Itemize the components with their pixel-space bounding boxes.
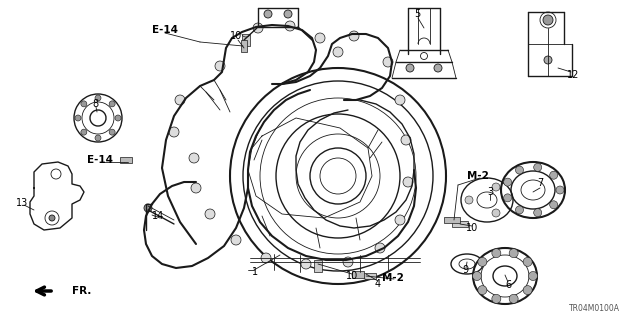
Circle shape (434, 64, 442, 72)
Text: 13: 13 (16, 198, 28, 208)
Circle shape (205, 209, 215, 219)
Circle shape (49, 215, 55, 221)
Circle shape (231, 235, 241, 245)
Text: 5: 5 (414, 9, 420, 19)
Text: 6: 6 (505, 280, 511, 290)
Circle shape (191, 183, 201, 193)
Circle shape (349, 31, 359, 41)
Text: 10: 10 (466, 223, 478, 233)
Circle shape (406, 64, 414, 72)
Polygon shape (120, 157, 132, 163)
Circle shape (515, 166, 524, 174)
Circle shape (478, 257, 487, 266)
Text: 1: 1 (252, 267, 258, 277)
Polygon shape (352, 271, 364, 278)
Circle shape (401, 135, 411, 145)
Circle shape (523, 257, 532, 266)
Circle shape (375, 243, 385, 253)
Polygon shape (360, 273, 376, 279)
Circle shape (333, 47, 343, 57)
Text: 7: 7 (537, 178, 543, 188)
Text: M-2: M-2 (467, 171, 489, 181)
Circle shape (492, 294, 501, 303)
Circle shape (253, 23, 263, 33)
Text: E-14: E-14 (152, 25, 178, 35)
Circle shape (315, 33, 325, 43)
Circle shape (81, 129, 87, 135)
Circle shape (144, 204, 152, 212)
Circle shape (523, 286, 532, 295)
Circle shape (81, 101, 87, 107)
Circle shape (550, 171, 557, 179)
Text: M-2: M-2 (382, 273, 404, 283)
Polygon shape (444, 217, 460, 223)
Circle shape (169, 127, 179, 137)
Circle shape (504, 194, 511, 202)
Circle shape (534, 163, 541, 171)
Polygon shape (241, 40, 247, 52)
Circle shape (264, 10, 272, 18)
Text: 10: 10 (346, 271, 358, 281)
Polygon shape (314, 260, 322, 272)
Circle shape (109, 101, 115, 107)
Circle shape (515, 206, 524, 214)
Circle shape (395, 95, 405, 105)
Text: FR.: FR. (72, 286, 92, 296)
Polygon shape (452, 221, 468, 227)
Circle shape (556, 186, 564, 194)
Text: E-14: E-14 (87, 155, 113, 165)
Circle shape (465, 196, 473, 204)
Circle shape (478, 286, 487, 295)
Circle shape (383, 57, 393, 67)
Circle shape (109, 129, 115, 135)
Circle shape (395, 215, 405, 225)
Circle shape (544, 56, 552, 64)
Circle shape (175, 95, 185, 105)
Circle shape (492, 183, 500, 191)
Circle shape (509, 249, 518, 258)
Circle shape (75, 115, 81, 121)
Text: 8: 8 (92, 99, 98, 109)
Circle shape (215, 61, 225, 71)
Text: 14: 14 (152, 211, 164, 221)
Circle shape (472, 271, 481, 281)
Text: TR04M0100A: TR04M0100A (569, 304, 620, 313)
Circle shape (189, 153, 199, 163)
Text: 9: 9 (462, 265, 468, 275)
Circle shape (504, 178, 511, 186)
Circle shape (403, 177, 413, 187)
Text: 10: 10 (230, 31, 242, 41)
Text: 3: 3 (487, 187, 493, 197)
Circle shape (534, 209, 541, 217)
Text: 12: 12 (567, 70, 579, 80)
Circle shape (284, 10, 292, 18)
Text: 4: 4 (375, 279, 381, 289)
Circle shape (509, 294, 518, 303)
Circle shape (529, 271, 538, 281)
Circle shape (492, 209, 500, 217)
Circle shape (301, 259, 311, 269)
Circle shape (492, 249, 501, 258)
Circle shape (285, 21, 295, 31)
Circle shape (543, 15, 553, 25)
Circle shape (95, 135, 101, 141)
Circle shape (550, 201, 557, 209)
Circle shape (95, 95, 101, 101)
Circle shape (115, 115, 121, 121)
Circle shape (261, 253, 271, 263)
Polygon shape (242, 34, 250, 46)
Circle shape (343, 257, 353, 267)
